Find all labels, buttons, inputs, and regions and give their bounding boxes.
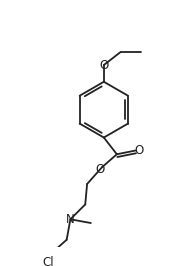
Text: O: O	[135, 144, 144, 157]
Text: N: N	[66, 213, 75, 226]
Text: O: O	[95, 163, 105, 176]
Text: Cl: Cl	[42, 256, 54, 266]
Text: O: O	[99, 59, 109, 72]
